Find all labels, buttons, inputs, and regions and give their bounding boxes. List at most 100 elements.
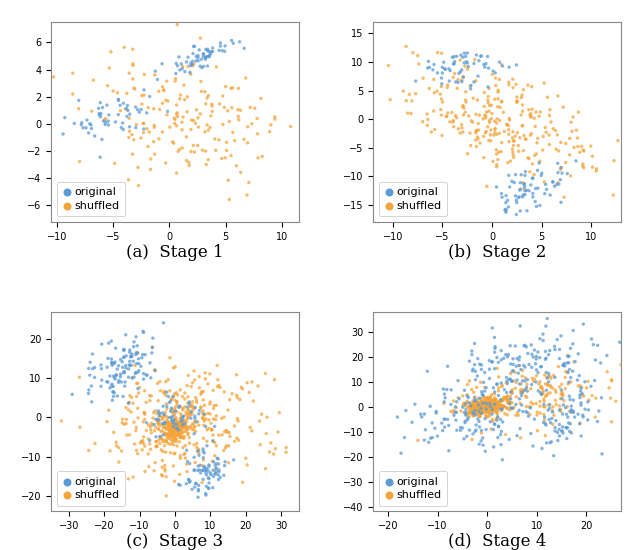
Point xyxy=(481,412,492,421)
Point xyxy=(175,430,185,439)
Point xyxy=(127,150,138,158)
Point xyxy=(481,127,492,136)
Point xyxy=(532,134,543,142)
Point xyxy=(499,127,509,136)
Point xyxy=(501,206,511,215)
Point xyxy=(578,411,588,420)
Point xyxy=(492,402,502,411)
Point xyxy=(481,383,492,392)
Point xyxy=(474,394,484,403)
Point xyxy=(131,350,141,359)
Point xyxy=(221,427,232,436)
Point xyxy=(195,406,205,415)
Point xyxy=(449,59,460,68)
Point xyxy=(492,409,502,418)
Point xyxy=(201,100,211,108)
Point xyxy=(541,322,551,331)
Point xyxy=(532,139,542,147)
Point xyxy=(525,429,536,438)
Point xyxy=(495,103,506,112)
Point xyxy=(165,397,175,406)
Point xyxy=(172,429,182,438)
Point xyxy=(169,434,179,443)
Point xyxy=(477,397,487,405)
Point xyxy=(120,104,131,113)
Point xyxy=(492,364,502,373)
Point xyxy=(475,403,485,412)
Point xyxy=(170,421,180,430)
Point xyxy=(468,397,478,405)
Point xyxy=(220,47,230,56)
Point xyxy=(161,399,172,408)
Point xyxy=(493,383,504,392)
Point xyxy=(488,395,499,404)
Point xyxy=(562,403,572,411)
Point xyxy=(546,382,556,391)
Point xyxy=(474,360,484,368)
Point xyxy=(184,423,194,432)
Point xyxy=(174,420,184,428)
Point xyxy=(168,412,178,421)
Point xyxy=(173,422,184,431)
Point xyxy=(559,359,570,368)
Point xyxy=(484,411,495,420)
Point xyxy=(529,415,540,424)
Point xyxy=(203,379,213,388)
Point xyxy=(124,69,134,78)
Point xyxy=(588,152,598,161)
Point xyxy=(153,397,163,405)
Point xyxy=(172,397,182,406)
Point xyxy=(457,123,467,132)
Point xyxy=(177,427,188,436)
Point xyxy=(131,426,141,435)
Point xyxy=(159,387,170,396)
Point xyxy=(264,127,275,136)
Point xyxy=(499,402,509,411)
Point xyxy=(429,60,439,69)
Point xyxy=(209,422,220,431)
Point xyxy=(104,406,114,415)
Point xyxy=(469,339,479,348)
Point xyxy=(544,131,554,140)
Point xyxy=(138,369,148,378)
Point xyxy=(508,134,518,142)
Point xyxy=(68,90,78,98)
Point xyxy=(474,410,484,419)
Point xyxy=(505,403,515,412)
Point xyxy=(488,383,499,392)
Point xyxy=(521,402,531,411)
Point xyxy=(151,423,161,432)
Point xyxy=(492,405,502,414)
Point xyxy=(166,405,177,414)
Point xyxy=(162,111,172,119)
Point xyxy=(548,371,559,380)
Point xyxy=(442,362,452,371)
Point xyxy=(163,421,173,430)
Point xyxy=(182,457,193,466)
Point xyxy=(119,353,129,362)
Point xyxy=(513,141,524,150)
Point xyxy=(480,128,490,137)
Point xyxy=(171,427,181,436)
Point xyxy=(166,416,177,425)
Point xyxy=(516,185,526,194)
Point xyxy=(557,427,568,436)
Point xyxy=(478,407,488,416)
Point xyxy=(593,295,604,304)
Point xyxy=(458,102,468,111)
Point xyxy=(220,42,230,51)
Point xyxy=(173,426,184,434)
Point xyxy=(491,402,501,411)
Point xyxy=(108,392,118,401)
Point xyxy=(172,108,182,117)
Point xyxy=(184,398,195,406)
Point xyxy=(161,436,172,444)
Point xyxy=(488,399,498,408)
Point xyxy=(465,409,476,417)
Point xyxy=(194,449,204,458)
Point xyxy=(169,424,179,432)
Point xyxy=(502,395,512,404)
Point xyxy=(443,80,453,89)
Point xyxy=(190,119,200,128)
Point xyxy=(452,397,462,406)
